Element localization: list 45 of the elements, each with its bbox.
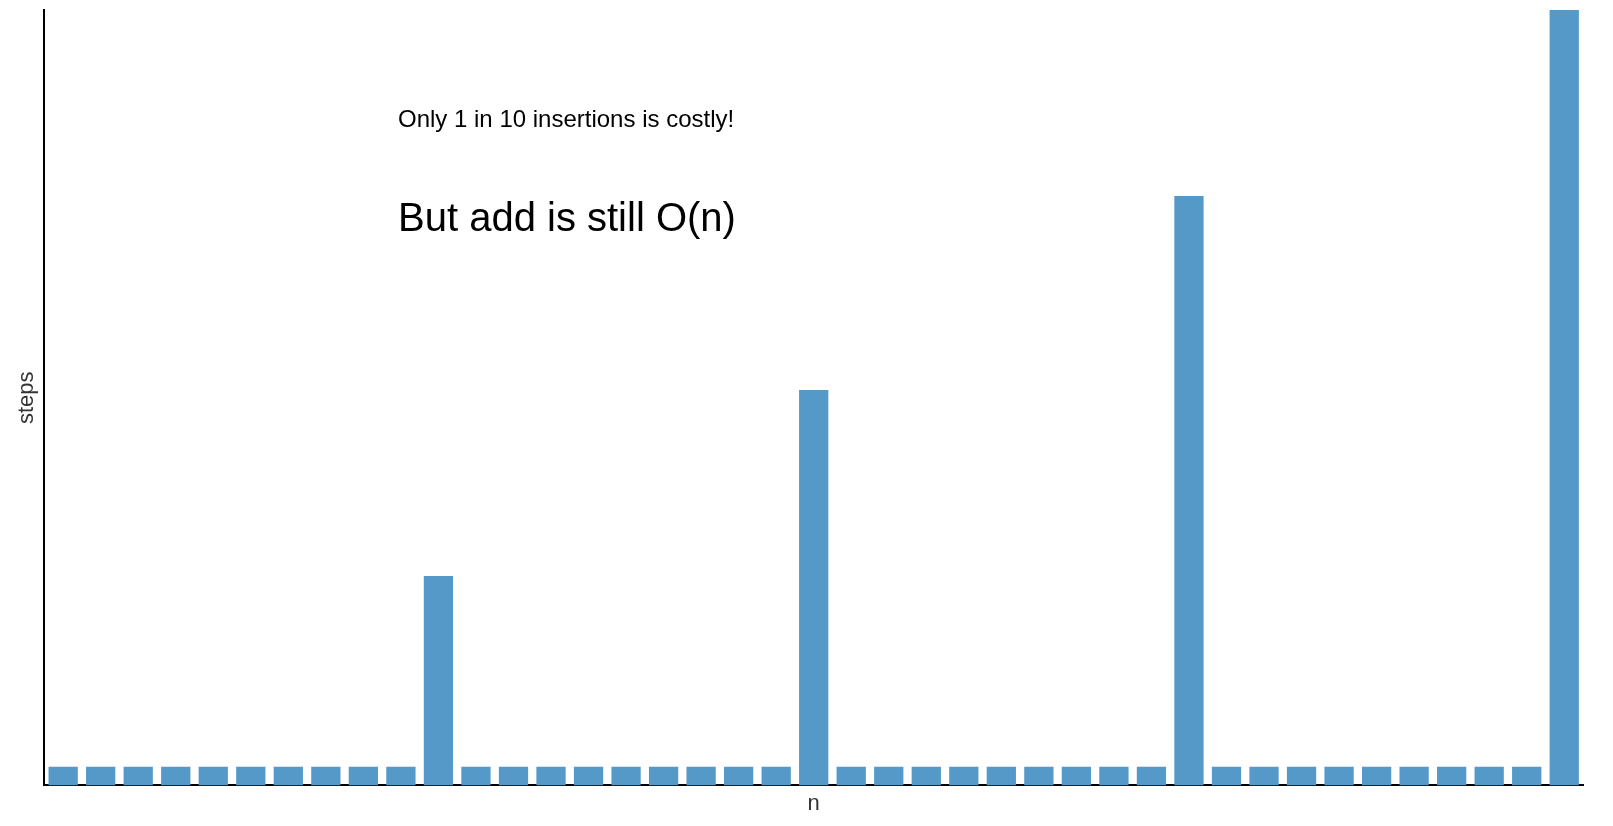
bar: [1099, 766, 1129, 786]
x-axis-title: n: [807, 789, 820, 815]
bar: [311, 766, 341, 786]
bar: [1061, 766, 1092, 786]
bar: [1174, 196, 1204, 786]
bar: [836, 766, 866, 786]
bar: [611, 766, 641, 786]
bar: [1249, 766, 1279, 786]
bar: [498, 766, 529, 786]
bar: [949, 766, 979, 786]
bar: [1024, 766, 1054, 786]
annotation: But add is still O(n): [398, 195, 736, 240]
bar: [573, 766, 604, 786]
bar: [1136, 766, 1167, 786]
bar: [686, 766, 716, 786]
bar: [761, 766, 791, 786]
bar: [536, 766, 566, 786]
bar: [1324, 766, 1354, 786]
bar: [86, 766, 116, 786]
bar: [724, 766, 754, 786]
bar: [161, 766, 191, 786]
bar: [799, 389, 829, 786]
bar: [461, 766, 491, 786]
bar: [1512, 766, 1542, 786]
bar: [911, 766, 941, 786]
bar: [123, 766, 153, 786]
bar: [1211, 766, 1242, 786]
bar: [198, 766, 228, 786]
annotation: Only 1 in 10 insertions is costly!: [398, 104, 735, 132]
bar: [386, 766, 416, 786]
bar: [1549, 10, 1579, 786]
y-axis-title: steps: [13, 371, 39, 424]
bar: [1474, 766, 1504, 786]
bar: [48, 766, 78, 786]
bar: [1437, 766, 1467, 786]
bar: [1399, 766, 1429, 786]
bar: [648, 766, 679, 786]
bar: [273, 766, 303, 786]
bar: [1286, 766, 1317, 786]
bar: [236, 766, 266, 786]
bar: [423, 576, 454, 786]
bar: [986, 766, 1016, 786]
bar: [348, 766, 379, 786]
bar: [1361, 766, 1392, 786]
bar: [874, 766, 904, 786]
